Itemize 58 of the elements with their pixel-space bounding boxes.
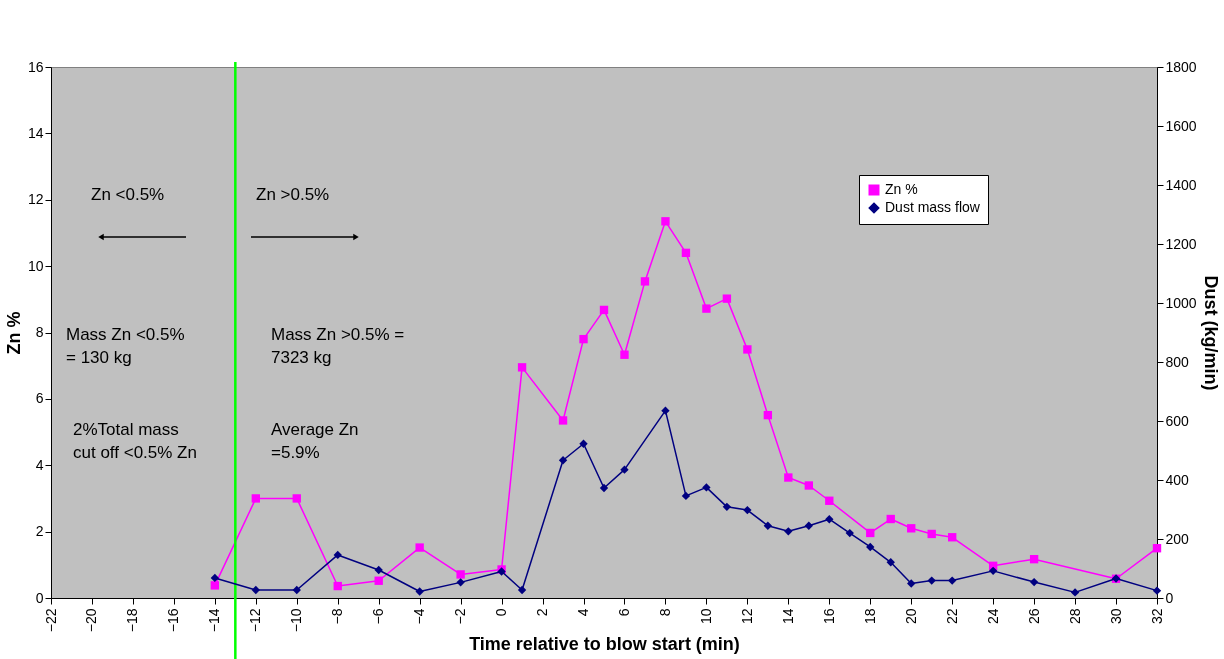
y-tick-label: 0 — [35, 589, 44, 606]
x-tick-label: 8 — [656, 608, 673, 617]
x-tick-label: 6 — [615, 608, 632, 617]
annotation: Zn >0.5% — [256, 185, 330, 204]
y2-axis-title: Dust (kg/min) — [1200, 275, 1221, 391]
y-tick-label: 6 — [35, 390, 44, 407]
x-tick-label: −10 — [288, 608, 305, 633]
x-tick-label: −14 — [206, 608, 223, 633]
legend-label: Dust mass flow — [885, 199, 981, 215]
y-tick-label: 4 — [35, 456, 44, 473]
x-tick-label: −2 — [452, 608, 469, 625]
y2-tick-label: 800 — [1165, 353, 1190, 370]
y2-tick-label: 0 — [1165, 589, 1174, 606]
x-tick-label: 32 — [1148, 608, 1165, 625]
y-tick-label: 2 — [35, 523, 44, 540]
x-tick-label: 18 — [861, 608, 878, 625]
x-tick-label: 30 — [1107, 608, 1124, 625]
annotation: 2%Total mass cut off <0.5% Zn — [73, 420, 197, 462]
x-tick-label: −4 — [411, 608, 428, 625]
y-tick-label: 8 — [35, 324, 44, 340]
x-tick-label: 4 — [575, 608, 592, 617]
annotation: Mass Zn >0.5% = 7323 kg — [271, 325, 405, 367]
x-tick-label: 22 — [943, 608, 960, 625]
y2-tick-label: 400 — [1165, 471, 1190, 488]
y-axis-title: Zn % — [3, 311, 24, 355]
y-tick-label: 14 — [27, 124, 44, 141]
x-tick-label: −12 — [247, 608, 264, 633]
x-tick-label: −8 — [329, 608, 346, 625]
x-tick-label: 12 — [738, 608, 755, 625]
x-tick-label: 26 — [1025, 608, 1042, 625]
x-tick-label: 2 — [534, 608, 551, 617]
x-tick-label: −6 — [370, 608, 387, 625]
y2-tick-label: 600 — [1165, 412, 1190, 429]
y2-tick-label: 1200 — [1165, 235, 1197, 252]
y-tick-label: 10 — [27, 257, 44, 274]
x-tick-label: 0 — [493, 608, 510, 617]
y-tick-label: 16 — [27, 58, 44, 75]
annotation: Average Zn =5.9% — [271, 420, 359, 462]
annotation: Zn <0.5% — [91, 185, 165, 204]
y2-tick-label: 1800 — [1165, 58, 1197, 75]
x-tick-label: −22 — [42, 608, 59, 633]
x-tick-label: 16 — [820, 608, 837, 625]
x-axis-title: Time relative to blow start (min) — [469, 634, 740, 655]
x-tick-label: −18 — [124, 608, 141, 633]
y2-tick-label: 1600 — [1165, 117, 1197, 134]
y2-tick-label: 1000 — [1165, 294, 1197, 311]
x-tick-label: −16 — [165, 608, 182, 633]
x-tick-label: 24 — [984, 608, 1001, 625]
x-tick-label: 10 — [697, 608, 714, 625]
annotation: Mass Zn <0.5% = 130 kg — [66, 325, 185, 367]
y2-tick-label: 200 — [1165, 530, 1190, 547]
y2-tick-label: 1400 — [1165, 176, 1197, 193]
legend-label: Zn % — [885, 181, 918, 197]
x-tick-label: 20 — [902, 608, 919, 625]
x-tick-label: −20 — [83, 608, 100, 633]
x-tick-label: 14 — [779, 608, 796, 625]
x-tick-label: 28 — [1066, 608, 1083, 625]
y-tick-label: 12 — [27, 191, 44, 208]
